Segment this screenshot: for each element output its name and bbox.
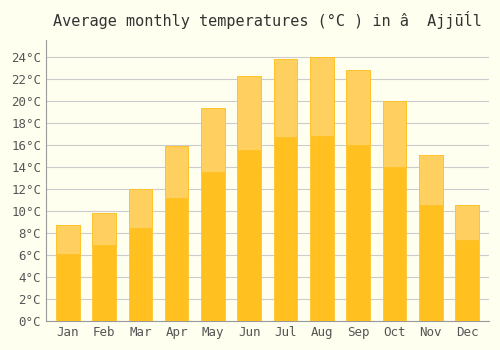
Bar (201, 108, 225, 321)
Bar (238, 76, 261, 150)
Bar (456, 205, 479, 240)
Bar (128, 189, 152, 321)
Bar (56, 225, 80, 254)
Bar (310, 57, 334, 321)
Bar (456, 205, 479, 321)
Bar (165, 146, 188, 198)
Bar (56, 225, 80, 321)
Bar (128, 189, 152, 229)
Bar (92, 213, 116, 321)
Bar (419, 155, 442, 204)
Bar (274, 59, 297, 138)
Bar (346, 70, 370, 145)
Bar (201, 108, 225, 172)
Bar (382, 100, 406, 321)
Bar (419, 155, 442, 321)
Bar (310, 57, 334, 136)
Bar (238, 76, 261, 321)
Bar (382, 100, 406, 167)
Title: Average monthly temperatures (°C ) in â  Ajjūĺl: Average monthly temperatures (°C ) in â … (53, 11, 482, 29)
Bar (92, 213, 116, 245)
Bar (346, 70, 370, 321)
Bar (274, 59, 297, 321)
Bar (165, 146, 188, 321)
